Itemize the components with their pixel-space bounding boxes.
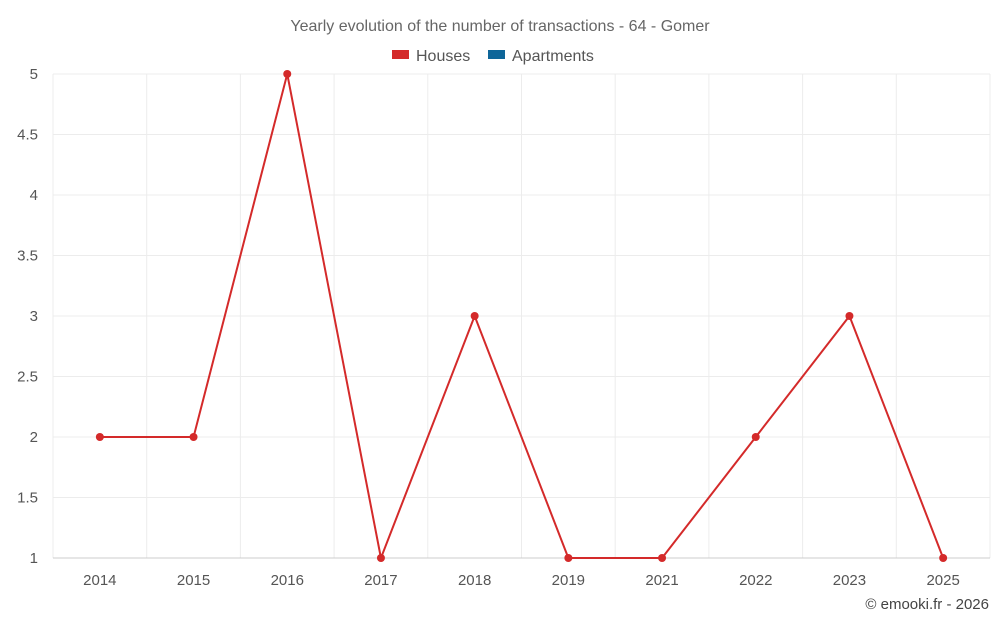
legend-swatch-apartments — [488, 50, 505, 59]
y-tick-label: 1.5 — [17, 490, 38, 507]
y-tick-label: 1 — [30, 550, 38, 567]
y-tick-label: 3.5 — [17, 248, 38, 265]
data-point-houses-2016[interactable] — [283, 70, 292, 78]
y-tick-label: 5 — [30, 66, 38, 83]
credit-text: © emooki.fr - 2026 — [865, 596, 989, 613]
legend-swatch-houses — [392, 50, 409, 59]
x-tick-label: 2015 — [177, 572, 210, 589]
x-tick-label: 2025 — [926, 572, 959, 589]
data-point-houses-2018[interactable] — [470, 312, 479, 320]
y-tick-label: 3 — [30, 308, 38, 325]
x-tick-label: 2019 — [552, 572, 585, 589]
data-point-houses-2021[interactable] — [658, 554, 667, 562]
y-tick-label: 2.5 — [17, 369, 38, 386]
data-point-houses-2022[interactable] — [751, 433, 760, 441]
legend: Houses Apartments — [392, 48, 594, 65]
series-houses — [95, 70, 948, 562]
x-tick-label: 2021 — [645, 572, 678, 589]
y-tick-label: 4 — [30, 187, 38, 204]
y-tick-label: 2 — [30, 429, 38, 446]
y-axis-ticks: 1 1.5 2 2.5 3 3.5 4 4.5 5 — [17, 66, 38, 567]
series-line-houses — [99, 73, 945, 559]
data-point-houses-2019[interactable] — [564, 554, 573, 562]
data-point-houses-2017[interactable] — [376, 554, 385, 562]
x-tick-label: 2016 — [271, 572, 304, 589]
data-point-houses-2014[interactable] — [95, 433, 104, 441]
x-tick-label: 2018 — [458, 572, 491, 589]
legend-item-apartments[interactable]: Apartments — [488, 48, 594, 65]
x-tick-label: 2023 — [833, 572, 866, 589]
x-tick-label: 2022 — [739, 572, 772, 589]
legend-label-houses: Houses — [416, 48, 470, 65]
data-point-houses-2023[interactable] — [845, 312, 854, 320]
chart-title: Yearly evolution of the number of transa… — [290, 18, 710, 35]
data-point-houses-2015[interactable] — [189, 433, 198, 441]
legend-item-houses[interactable]: Houses — [392, 48, 470, 65]
data-point-houses-2025[interactable] — [939, 554, 948, 562]
legend-label-apartments: Apartments — [512, 48, 594, 65]
x-tick-label: 2014 — [83, 572, 116, 589]
x-tick-label: 2017 — [364, 572, 397, 589]
x-axis-ticks: 2014 2015 2016 2017 2018 2019 2021 2022 2023 2025 — [83, 572, 960, 589]
y-tick-label: 4.5 — [17, 127, 38, 144]
